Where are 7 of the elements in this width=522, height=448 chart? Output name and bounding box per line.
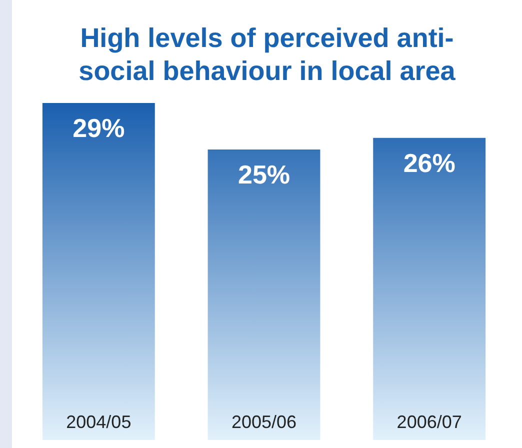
- chart-title: High levels of perceived anti-social behaviour in local area: [78, 22, 456, 88]
- data-label: 29%: [72, 113, 125, 144]
- data-label: 26%: [403, 148, 456, 178]
- x-tick-label: 2006/07: [396, 412, 462, 432]
- x-tick-label: 2004/05: [66, 412, 132, 432]
- data-label: 25%: [238, 160, 290, 190]
- x-tick-label: 2005/06: [231, 412, 297, 432]
